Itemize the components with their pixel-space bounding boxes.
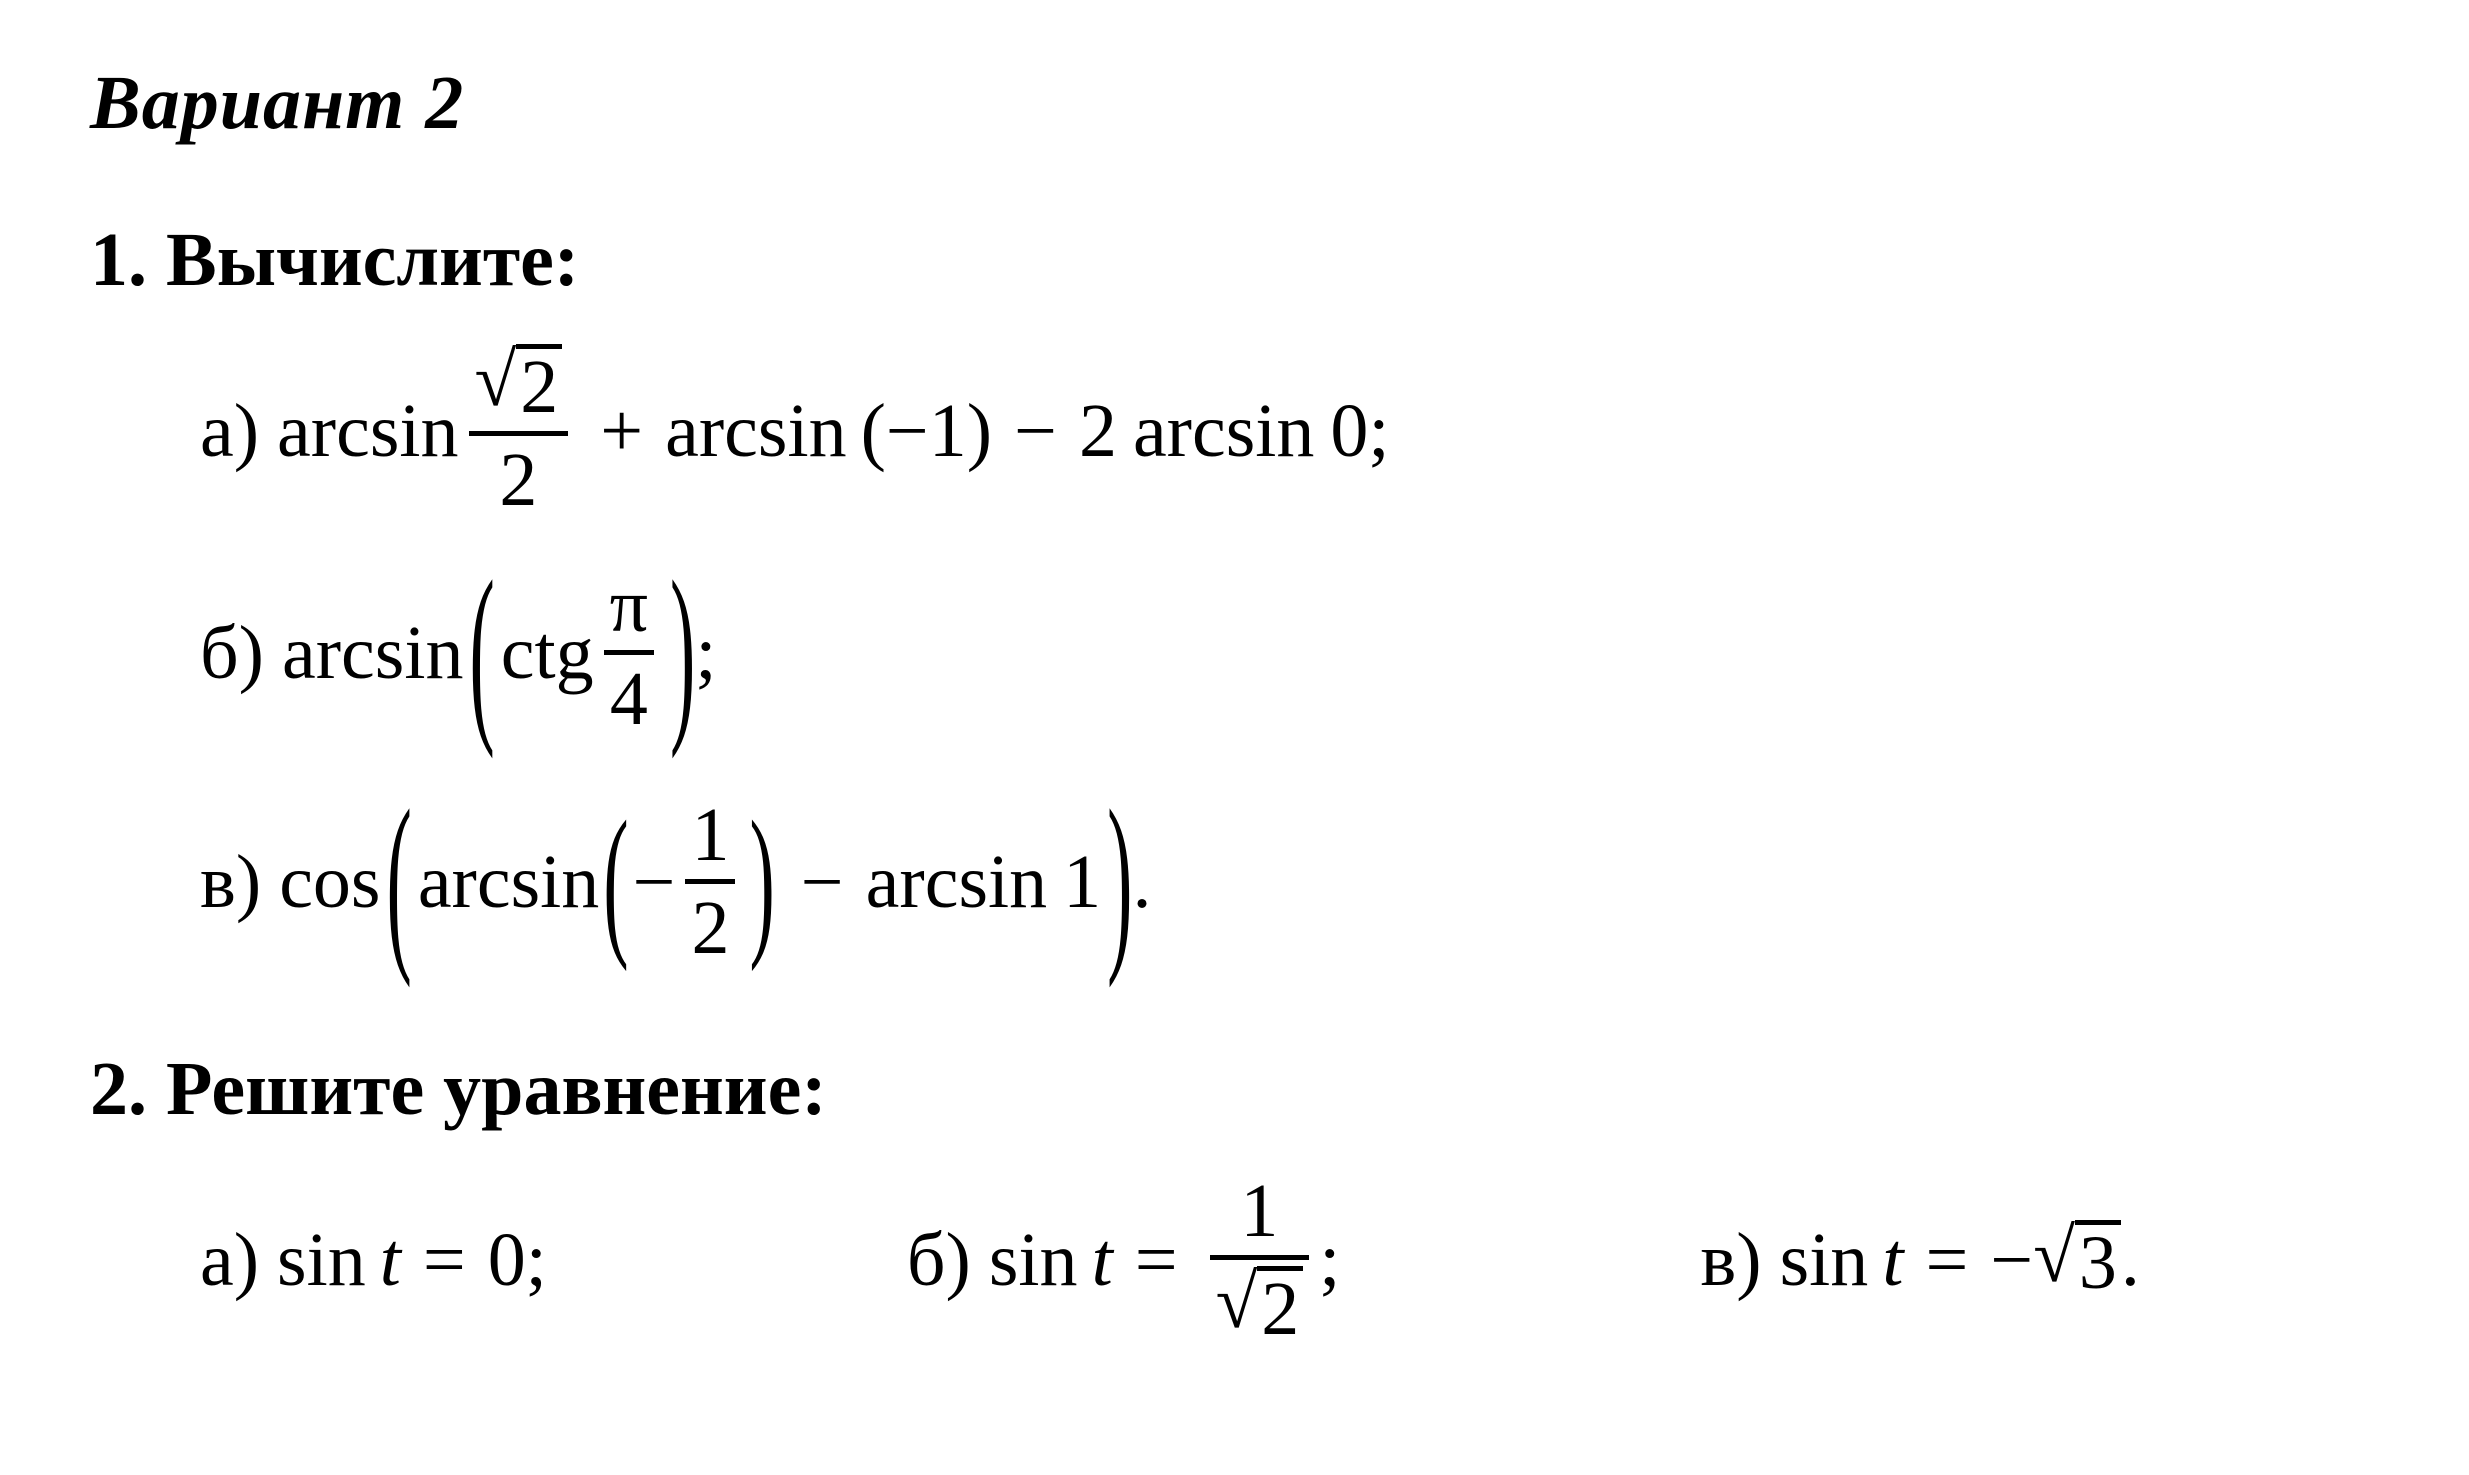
label-2b: б) [907, 1217, 971, 1304]
left-paren-inner: ( [603, 856, 628, 906]
problem-2b: б) sin t = 1 √2 ; [907, 1173, 1341, 1347]
tail-semicolon: ; [526, 1217, 547, 1304]
fraction-1-over-2: 1 2 [685, 797, 735, 966]
problem-2-heading: 2. Решите уравнение: [90, 1046, 2379, 1133]
denominator-2: 2 [493, 436, 543, 518]
fn-ctg: ctg [501, 615, 594, 691]
minus-op: − [1014, 393, 1057, 469]
coeff-2: 2 [1079, 393, 1117, 469]
left-paren: ( [469, 623, 494, 682]
label-1c: в) [200, 844, 261, 920]
tail-semicolon: ; [1368, 393, 1389, 469]
var-t: t [1882, 1217, 1903, 1304]
problem-2-text: Решите уравнение: [166, 1047, 827, 1131]
neg-sign: − [1990, 1217, 2033, 1304]
var-t: t [1092, 1217, 1113, 1304]
tail-period: . [2121, 1217, 2140, 1304]
fn-arcsin: arcsin [282, 615, 463, 691]
fraction-1-over-sqrt2: 1 √2 [1210, 1173, 1310, 1347]
numerator-1: 1 [1234, 1173, 1284, 1255]
numerator-pi: π [604, 568, 654, 650]
tail-semicolon: ; [1319, 1217, 1340, 1304]
radicand-2: 2 [1257, 1266, 1303, 1347]
problem-1b: б) arcsin ( ctg π 4 ); [200, 568, 2379, 737]
fn-cos: cos [279, 844, 380, 920]
problem-2a: а) sin t = 0; [200, 1217, 547, 1304]
fn-arcsin: arcsin [665, 393, 846, 469]
label-2a: а) [200, 1217, 259, 1304]
sqrt-3: √3 [2033, 1220, 2121, 1301]
left-paren-outer: ( [387, 852, 412, 911]
fraction-sqrt2-over-2: √2 2 [469, 344, 569, 518]
fn-sin: sin [1780, 1217, 1869, 1304]
var-t: t [380, 1217, 401, 1304]
fn-arcsin: arcsin [277, 393, 458, 469]
sqrt-2: √2 [1216, 1266, 1304, 1347]
problem-2-row: а) sin t = 0; б) sin t = 1 √2 ; в) sin t… [200, 1173, 2379, 1347]
fraction-pi-over-4: π 4 [604, 568, 654, 737]
tail-semicolon: ; [695, 615, 716, 691]
one: 1 [1063, 844, 1101, 920]
problem-1-text: Вычислите: [166, 218, 579, 302]
fn-sin: sin [989, 1217, 1078, 1304]
fn-arcsin: arcsin [1133, 393, 1314, 469]
equals: = [1925, 1217, 1968, 1304]
inner-minus: − [633, 844, 676, 920]
denominator-4: 4 [604, 655, 654, 737]
fn-sin: sin [277, 1217, 366, 1304]
problem-1-heading: 1. Вычислите: [90, 217, 2379, 304]
problem-1-number: 1. [90, 218, 147, 302]
tail-period: . [1132, 844, 1151, 920]
variant-title: Вариант 2 [90, 60, 2379, 147]
problem-1c: в) cos ( arcsin ( − 1 2 ) − arcsin 1 ). [200, 797, 2379, 966]
denominator-2: 2 [685, 884, 735, 966]
label-1a: а) [200, 393, 259, 469]
right-paren-outer: ) [1107, 852, 1132, 911]
paren-minus-one: (−1) [861, 393, 992, 469]
problem-2-number: 2. [90, 1047, 147, 1131]
fn-arcsin: arcsin [866, 844, 1047, 920]
minus-op: − [801, 844, 844, 920]
label-1b: б) [200, 615, 264, 691]
label-2c: в) [1700, 1217, 1761, 1304]
zero: 0 [1330, 393, 1368, 469]
radicand-2: 2 [516, 344, 562, 425]
fn-arcsin: arcsin [418, 844, 599, 920]
rhs-0: 0 [488, 1217, 526, 1304]
numerator-1: 1 [685, 797, 735, 879]
equals: = [423, 1217, 466, 1304]
problem-1a: а) arcsin √2 2 + arcsin (−1) − 2 arcsin … [200, 344, 2379, 518]
problem-2c: в) sin t = − √3 . [1700, 1217, 2140, 1304]
right-paren: ) [670, 623, 695, 682]
right-paren-inner: ) [749, 856, 774, 906]
plus-op: + [600, 393, 643, 469]
equals: = [1135, 1217, 1178, 1304]
radicand-3: 3 [2075, 1220, 2121, 1301]
sqrt-2: √2 [475, 344, 563, 425]
